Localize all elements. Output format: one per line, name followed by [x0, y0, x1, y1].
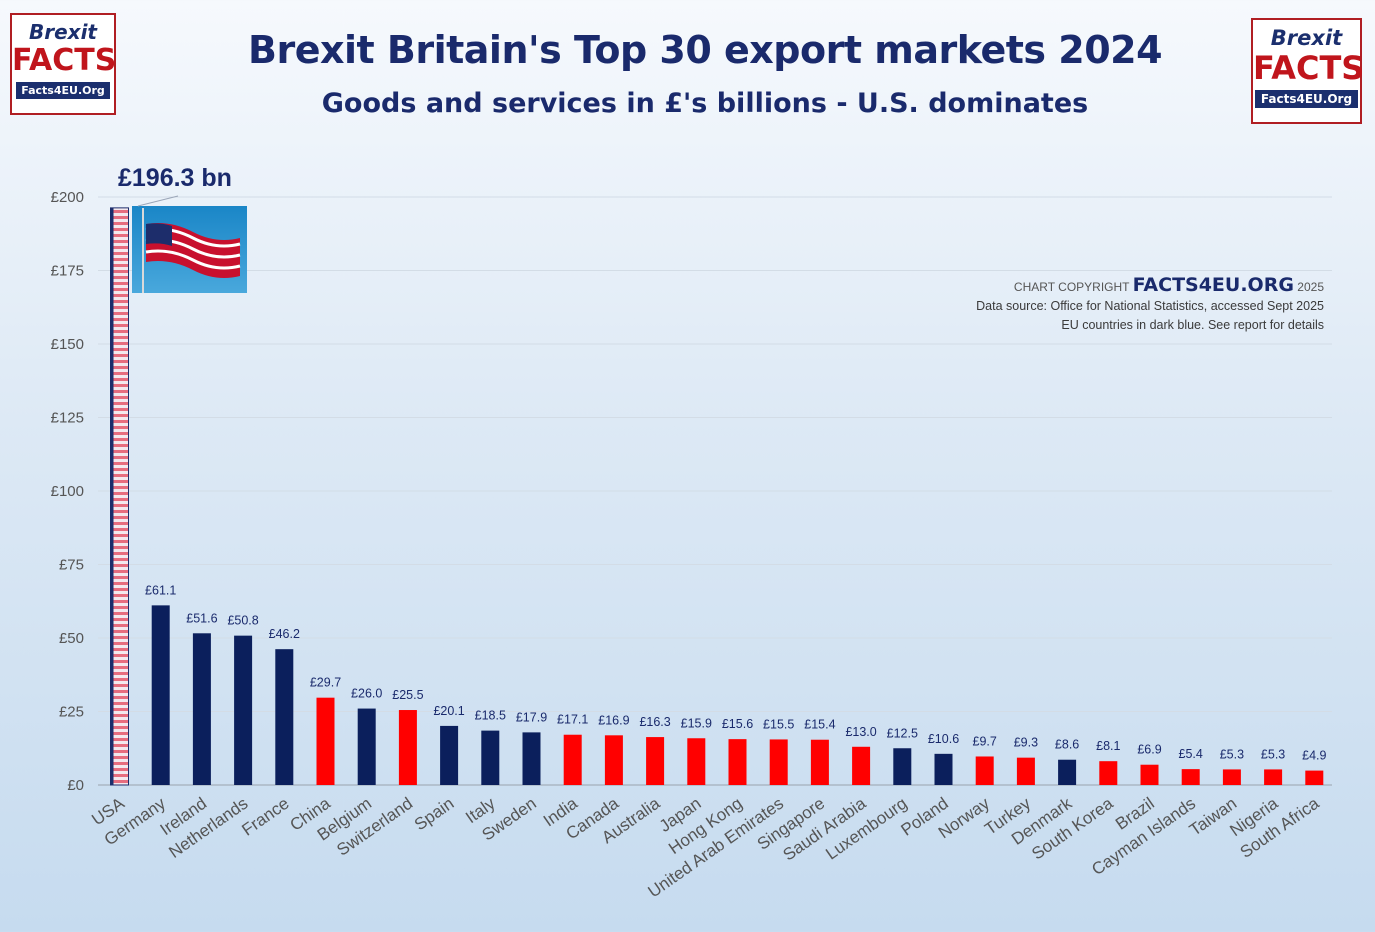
bar-nigeria [1264, 769, 1283, 785]
chart-subtitle: Goods and services in £'s billions - U.S… [321, 88, 1089, 119]
bar-ireland [192, 633, 211, 785]
bar-netherlands [234, 635, 253, 785]
y-tick-label: £150 [51, 336, 84, 353]
y-tick-label: £0 [67, 777, 84, 794]
usa-bar-edge [110, 207, 114, 786]
bar-norway [975, 756, 994, 785]
value-label: £25.5 [392, 688, 423, 702]
bar-sweden [522, 732, 541, 785]
bar-switzerland [398, 710, 417, 785]
y-tick-label: £25 [59, 704, 84, 721]
value-label: £4.9 [1302, 749, 1326, 763]
value-label: £17.1 [557, 713, 588, 727]
value-label: £26.0 [351, 687, 382, 701]
value-label: £6.9 [1137, 743, 1161, 757]
value-label: £5.3 [1261, 747, 1285, 761]
copyright-year: 2025 [1297, 280, 1324, 294]
bar-denmark [1058, 759, 1077, 785]
bar-hong-kong [728, 739, 747, 785]
value-label: £50.8 [227, 614, 258, 628]
bar-south-korea [1099, 761, 1118, 785]
logo-line-site: Facts4EU.Org [16, 82, 110, 99]
value-label: £29.7 [310, 676, 341, 690]
value-label: £61.1 [145, 583, 176, 597]
bar-saudi-arabia [852, 746, 871, 785]
value-label: £15.4 [804, 718, 835, 732]
bar-belgium [357, 708, 376, 785]
value-labels: £61.1 £51.6 £50.8 £46.2 £29.7 £26.0 £25.5 £20.1… [145, 583, 1326, 762]
x-tick-label: France [238, 794, 292, 840]
brexit-facts-logo-right: Brexit FACTS Facts4EU.Org [1251, 18, 1365, 124]
value-label: £16.3 [639, 715, 670, 729]
bar-luxembourg [893, 748, 912, 785]
eu-colour-note: EU countries in dark blue. See report fo… [1061, 318, 1324, 332]
value-label: £46.2 [269, 627, 300, 641]
value-label: £15.5 [763, 717, 794, 731]
bar-poland [934, 753, 953, 785]
bar-singapore [810, 739, 829, 785]
value-label: £18.5 [475, 709, 506, 723]
y-tick-label: £75 [59, 557, 84, 574]
bar-germany [151, 605, 170, 785]
bar-australia [646, 737, 665, 785]
logo-line-brexit: Brexit [29, 20, 97, 44]
value-label: £20.1 [433, 704, 464, 718]
value-label: £17.9 [516, 710, 547, 724]
value-label: £10.6 [928, 732, 959, 746]
bar-taiwan [1222, 769, 1241, 785]
value-label: £15.6 [722, 717, 753, 731]
y-axis-ticks: £0 £25 £50 £75 £100 £125 £150 £175 £200 [51, 189, 84, 794]
bar-cayman-islands [1181, 769, 1200, 785]
value-label: £16.9 [598, 713, 629, 727]
y-tick-label: £50 [59, 630, 84, 647]
bars [110, 207, 1324, 786]
copyright-prefix: CHART COPYRIGHT [1013, 280, 1130, 294]
gridlines [98, 196, 1332, 786]
chart-credits: CHART COPYRIGHT FACTS4EU.ORG 2025 Data s… [976, 276, 1324, 335]
x-tick-label: Spain [411, 794, 458, 835]
bar-brazil [1140, 764, 1159, 785]
copyright-brand: FACTS4EU.ORG [1132, 274, 1294, 296]
bar-spain [440, 725, 459, 785]
bar-south-africa [1305, 770, 1324, 785]
value-label: £8.1 [1096, 739, 1120, 753]
value-label: £5.3 [1220, 747, 1244, 761]
chart-title: Brexit Britain's Top 30 export markets 2… [247, 28, 1163, 72]
highlight-leader-line [137, 195, 179, 207]
value-label: £9.3 [1014, 736, 1038, 750]
value-label: £51.6 [186, 611, 217, 625]
bar-canada [604, 735, 623, 785]
bar-turkey [1016, 757, 1035, 785]
logo-line-brexit: Brexit [1270, 26, 1343, 50]
value-label: £13.0 [845, 725, 876, 739]
y-tick-label: £125 [51, 410, 84, 427]
bar-china [316, 697, 335, 785]
data-source-note: Data source: Office for National Statist… [976, 299, 1324, 313]
bar-italy [481, 730, 500, 785]
value-label: £8.6 [1055, 738, 1079, 752]
value-label: £12.5 [887, 726, 918, 740]
bar-france [275, 649, 294, 785]
value-label: £15.9 [681, 716, 712, 730]
logo-line-facts: FACTS [12, 43, 117, 78]
y-tick-label: £200 [51, 189, 84, 206]
us-flag-icon [132, 206, 247, 293]
brexit-facts-logo-left: Brexit FACTS Facts4EU.Org [10, 13, 116, 115]
usa-value-callout: £196.3 bn [118, 164, 232, 192]
bar-united-arab-emirates [769, 739, 788, 785]
x-axis-ticks: USAGermanyIrelandNetherlandsFranceChinaB… [88, 793, 1323, 901]
logo-line-facts: FACTS [1253, 49, 1365, 87]
bar-india [563, 734, 582, 785]
y-tick-label: £100 [51, 483, 84, 500]
value-label: £9.7 [973, 734, 997, 748]
value-label: £5.4 [1179, 747, 1203, 761]
logo-line-site: Facts4EU.Org [1254, 90, 1359, 108]
y-tick-label: £175 [51, 263, 84, 280]
bar-japan [687, 738, 706, 785]
